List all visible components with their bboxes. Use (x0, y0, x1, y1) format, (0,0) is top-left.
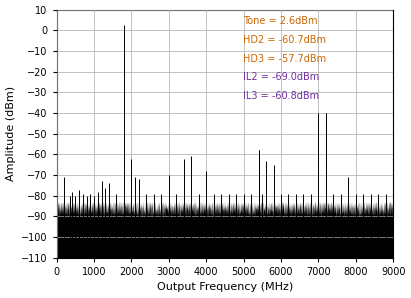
Text: IL3 = -60.8dBm: IL3 = -60.8dBm (243, 91, 319, 101)
Text: Tone = 2.6dBm: Tone = 2.6dBm (243, 16, 318, 26)
X-axis label: Output Frequency (MHz): Output Frequency (MHz) (157, 283, 293, 292)
Text: IL2 = -69.0dBm: IL2 = -69.0dBm (243, 72, 320, 82)
Y-axis label: Amplitude (dBm): Amplitude (dBm) (6, 86, 16, 181)
Text: HD2 = -60.7dBm: HD2 = -60.7dBm (243, 35, 326, 45)
Text: HD3 = -57.7dBm: HD3 = -57.7dBm (243, 54, 327, 63)
